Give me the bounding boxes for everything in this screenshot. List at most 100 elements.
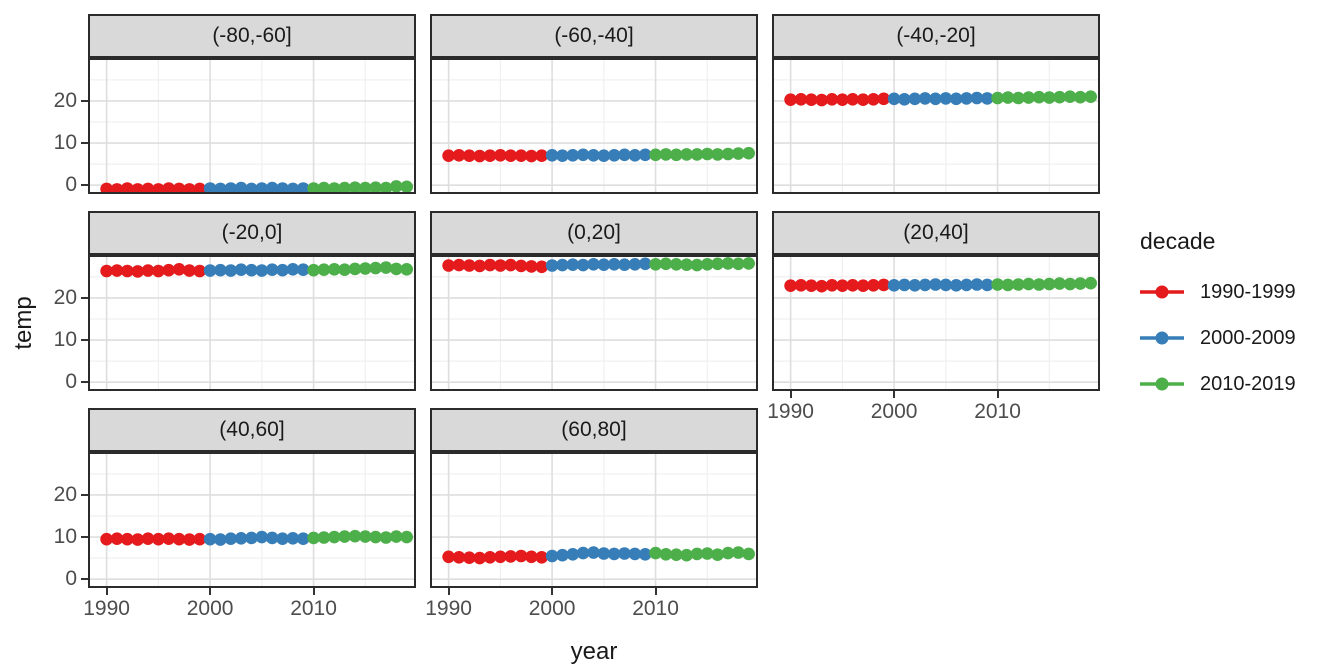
y-tick-label: 0	[65, 567, 77, 591]
data-point	[234, 263, 248, 276]
data-point	[265, 181, 279, 194]
data-point	[514, 149, 528, 162]
data-point	[473, 149, 486, 163]
data-point	[815, 93, 828, 107]
data-point	[473, 259, 486, 273]
facet-strip: (-80,-60]	[88, 14, 416, 58]
data-point	[1084, 90, 1097, 103]
data-point	[638, 257, 652, 271]
data-point	[317, 263, 331, 276]
data-point	[224, 264, 238, 277]
data-point	[1043, 277, 1056, 291]
data-point	[638, 148, 652, 162]
data-point	[701, 147, 714, 161]
data-point	[452, 258, 466, 272]
legend-key-icon	[1140, 285, 1184, 299]
data-point	[929, 278, 942, 291]
panel-border	[430, 58, 758, 194]
x-tick-label: 2010	[290, 597, 337, 620]
data-point	[1001, 278, 1015, 292]
data-point	[825, 279, 839, 292]
legend-item-label: 2000-2009	[1200, 326, 1296, 349]
data-point	[607, 149, 621, 162]
x-tick-mark	[447, 588, 450, 595]
data-point	[390, 530, 403, 543]
y-tick-mark	[81, 493, 88, 496]
data-point	[597, 149, 611, 162]
data-point	[794, 93, 808, 106]
legend-item-label: 1990-1999	[1200, 280, 1296, 303]
facet-strip-label: (-80,-60]	[212, 24, 292, 47]
data-point	[203, 182, 217, 194]
data-point	[980, 92, 994, 105]
data-point	[348, 181, 362, 194]
data-point	[618, 547, 631, 560]
data-point	[379, 181, 393, 194]
data-point	[597, 547, 611, 560]
y-tick-mark	[81, 296, 88, 299]
data-point	[784, 279, 797, 292]
data-point	[483, 149, 497, 162]
data-point	[628, 258, 642, 271]
data-point	[535, 551, 548, 564]
data-point	[1012, 91, 1025, 105]
data-point	[556, 149, 569, 162]
data-point	[442, 550, 455, 564]
data-point	[877, 92, 890, 106]
data-point	[711, 548, 724, 561]
data-point	[224, 532, 238, 545]
data-point	[908, 279, 922, 292]
data-point	[193, 264, 206, 278]
y-tick-label: 20	[53, 482, 77, 506]
x-tick-mark	[893, 391, 896, 398]
data-point	[504, 550, 517, 563]
data-point	[856, 279, 870, 292]
data-point	[732, 546, 745, 559]
data-point	[504, 149, 517, 162]
data-point	[317, 531, 331, 544]
data-point	[1032, 90, 1046, 104]
data-point	[255, 182, 269, 194]
facet-strip-label: (40,60]	[219, 418, 285, 441]
data-point	[183, 183, 196, 194]
facet-panel	[88, 58, 416, 194]
y-tick-mark	[81, 99, 88, 102]
y-tick-label: 0	[65, 173, 77, 197]
data-point	[680, 548, 693, 562]
data-point	[846, 279, 859, 292]
data-point	[1053, 90, 1066, 104]
data-point	[121, 182, 134, 194]
facet-strip-label: (0,20]	[567, 221, 621, 244]
facet-strip: (0,20]	[430, 211, 758, 255]
data-point	[245, 263, 258, 277]
x-tick-label: 2010	[632, 597, 679, 620]
data-point	[307, 182, 320, 194]
facet-panel	[430, 452, 758, 588]
facet-panel	[772, 255, 1100, 391]
data-point	[152, 183, 165, 194]
y-tick-mark	[81, 578, 88, 581]
data-point	[379, 531, 393, 544]
facet-strip-label: (-40,-20]	[896, 24, 976, 47]
data-point	[970, 278, 984, 291]
data-point	[721, 546, 735, 560]
data-point	[690, 547, 704, 561]
facet-strip: (-20,0]	[88, 211, 416, 255]
data-point	[1032, 278, 1046, 291]
panel-border	[772, 255, 1100, 391]
data-point	[535, 149, 548, 162]
data-point	[203, 532, 217, 546]
data-point	[131, 533, 144, 546]
data-point	[172, 532, 186, 546]
data-point	[867, 279, 880, 292]
data-point	[400, 180, 414, 194]
data-point	[400, 263, 414, 276]
data-point	[234, 181, 248, 194]
legend-item: 2010-2019	[1140, 373, 1296, 395]
data-point	[732, 257, 745, 271]
data-point	[1074, 277, 1087, 290]
data-point	[846, 93, 859, 106]
data-point	[628, 547, 642, 561]
data-point	[276, 182, 289, 194]
